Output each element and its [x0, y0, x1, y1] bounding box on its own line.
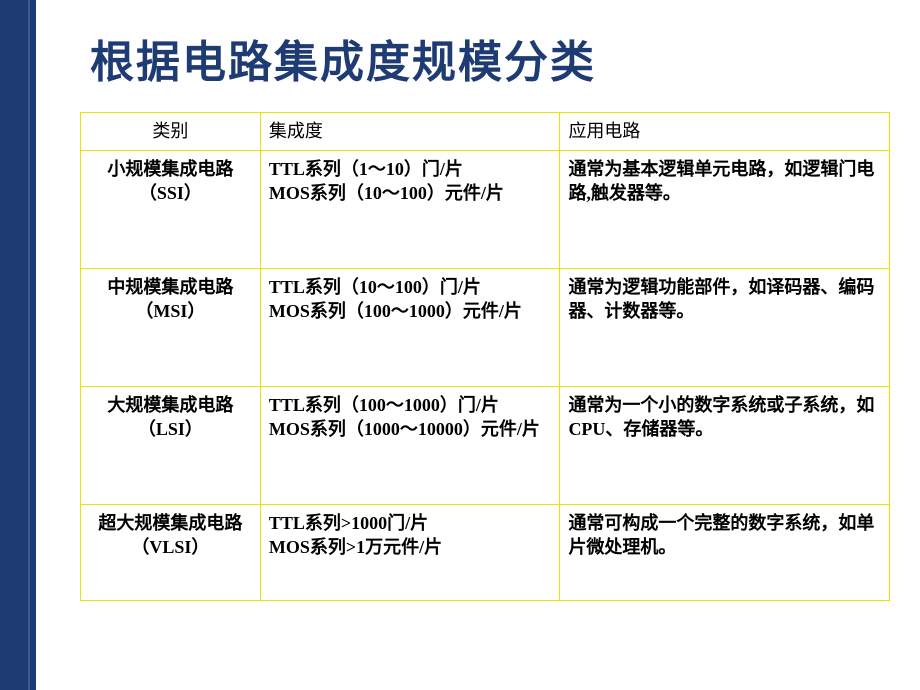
header-category: 类别 [81, 113, 261, 151]
classification-table: 类别 集成度 应用电路 小规模集成电路 （SSI） TTL系列（1～10）门/片… [80, 112, 890, 601]
category-name: 超大规模集成电路 [98, 513, 242, 533]
cell-category: 超大规模集成电路 （VLSI） [81, 505, 261, 601]
integration-mos: MOS系列（100～1000）元件/片 [269, 299, 552, 323]
category-abbrev: （VLSI） [131, 537, 209, 557]
cell-application: 通常为一个小的数字系统或子系统，如CPU、存储器等。 [560, 387, 890, 505]
integration-ttl: TTL系列（10～100）门/片 [269, 275, 552, 299]
cell-application: 通常可构成一个完整的数字系统，如单片微处理机。 [560, 505, 890, 601]
cell-category: 小规模集成电路 （SSI） [81, 151, 261, 269]
integration-ttl: TTL系列（100～1000）门/片 [269, 393, 552, 417]
category-name: 中规模集成电路 [107, 277, 233, 297]
category-name: 大规模集成电路 [107, 395, 233, 415]
cell-integration: TTL系列>1000门/片 MOS系列>1万元件/片 [260, 505, 560, 601]
category-abbrev: （SSI） [139, 183, 202, 203]
cell-application: 通常为逻辑功能部件，如译码器、编码器、计数器等。 [560, 269, 890, 387]
category-name: 小规模集成电路 [107, 159, 233, 179]
integration-mos: MOS系列（10～100）元件/片 [269, 181, 552, 205]
integration-mos: MOS系列>1万元件/片 [269, 535, 552, 559]
left-accent-bar [0, 0, 36, 690]
table-row: 超大规模集成电路 （VLSI） TTL系列>1000门/片 MOS系列>1万元件… [81, 505, 890, 601]
cell-application: 通常为基本逻辑单元电路，如逻辑门电路,触发器等。 [560, 151, 890, 269]
header-integration: 集成度 [260, 113, 560, 151]
table-header-row: 类别 集成度 应用电路 [81, 113, 890, 151]
table-row: 中规模集成电路 （MSI） TTL系列（10～100）门/片 MOS系列（100… [81, 269, 890, 387]
cell-category: 中规模集成电路 （MSI） [81, 269, 261, 387]
cell-integration: TTL系列（10～100）门/片 MOS系列（100～1000）元件/片 [260, 269, 560, 387]
cell-category: 大规模集成电路 （LSI） [81, 387, 261, 505]
integration-mos: MOS系列（1000～10000）元件/片 [269, 417, 552, 441]
slide-title: 根据电路集成度规模分类 [90, 26, 596, 90]
category-abbrev: （LSI） [138, 419, 203, 439]
integration-ttl: TTL系列>1000门/片 [269, 511, 552, 535]
cell-integration: TTL系列（100～1000）门/片 MOS系列（1000～10000）元件/片 [260, 387, 560, 505]
table-row: 小规模集成电路 （SSI） TTL系列（1～10）门/片 MOS系列（10～10… [81, 151, 890, 269]
cell-integration: TTL系列（1～10）门/片 MOS系列（10～100）元件/片 [260, 151, 560, 269]
integration-ttl: TTL系列（1～10）门/片 [269, 157, 552, 181]
header-application: 应用电路 [560, 113, 890, 151]
category-abbrev: （MSI） [135, 301, 205, 321]
left-accent-thin-line [28, 0, 30, 690]
table-row: 大规模集成电路 （LSI） TTL系列（100～1000）门/片 MOS系列（1… [81, 387, 890, 505]
